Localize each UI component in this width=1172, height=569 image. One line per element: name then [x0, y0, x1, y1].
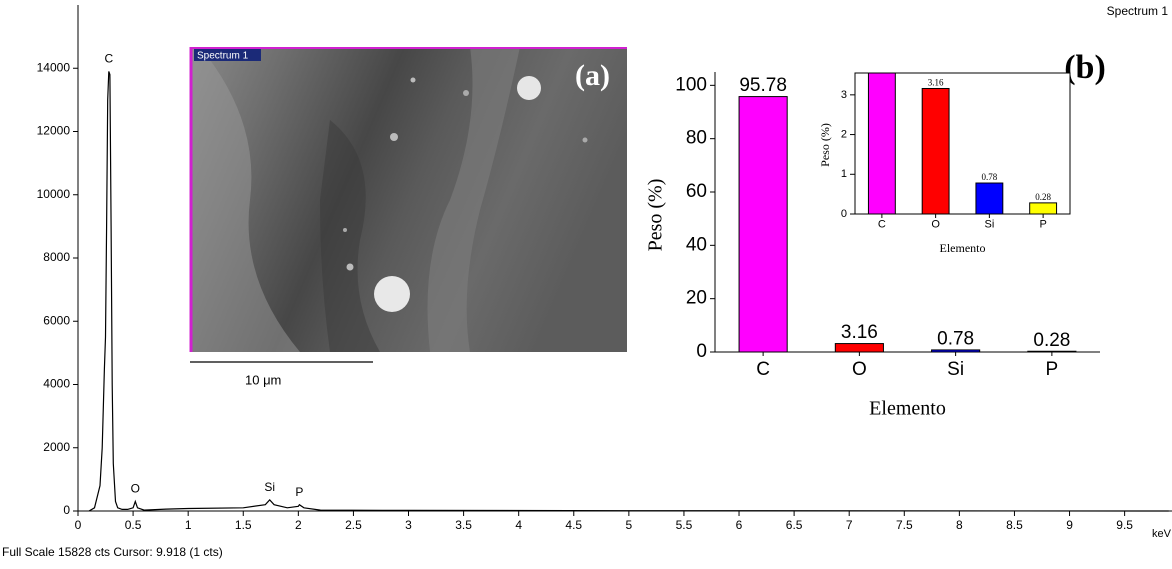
figure: Spectrum 1 (a) 10 μm 0200040006000800010… [0, 0, 1172, 569]
inset-bar-chart: C 3.16 O 0.78 Si 0.28 P 0 1 2 3 Peso (%) Elemento [818, 0, 1070, 255]
y-tick-label: 0 [696, 341, 707, 362]
x-axis-label: Elemento [940, 241, 986, 255]
x-tick-label: 1.5 [235, 518, 252, 532]
bar [976, 183, 1003, 214]
y-tick-label: 0 [63, 503, 70, 517]
x-tick-label: C [756, 359, 770, 380]
y-tick-label: 1 [841, 168, 847, 180]
x-tick-label: 5.5 [676, 518, 693, 532]
x-tick-label: 0.5 [125, 518, 142, 532]
x-tick-label: 3.5 [455, 518, 472, 532]
peak-label: O [131, 482, 140, 496]
x-tick-label: 9.5 [1116, 518, 1133, 532]
x-tick-label: 2 [295, 518, 302, 532]
image-label: (a) [575, 59, 610, 92]
y-tick-label: 2 [841, 128, 847, 140]
x-tick-label: O [931, 218, 940, 230]
x-axis-label: Elemento [869, 398, 946, 420]
x-tick-label: Si [947, 359, 964, 380]
x-tick-label: 4 [515, 518, 522, 532]
x-tick-label: 6.5 [786, 518, 803, 532]
spectrum-title: Spectrum 1 [1107, 4, 1169, 18]
value-label: 3.16 [841, 322, 878, 343]
peak-label: Si [264, 480, 275, 494]
y-tick-label: 4000 [43, 377, 70, 391]
value-label: 0.28 [1035, 192, 1051, 202]
bar [868, 0, 895, 214]
y-tick-label: 10000 [37, 187, 71, 201]
x-tick-label: 8.5 [1006, 518, 1023, 532]
x-tick-label: 7 [846, 518, 853, 532]
x-axis-label: keV [1152, 528, 1172, 540]
y-tick-label: 0 [841, 208, 847, 220]
peak-label: P [295, 485, 303, 499]
value-label: 0.78 [937, 328, 974, 349]
y-tick-label: 100 [675, 74, 707, 95]
y-tick-label: 2000 [43, 440, 70, 454]
x-tick-label: 8 [956, 518, 963, 532]
x-tick-label: P [1039, 218, 1046, 230]
x-tick-label: 2.5 [345, 518, 362, 532]
x-tick-label: 6 [736, 518, 743, 532]
micrograph: Spectrum 1 (a) 10 μm [190, 47, 627, 387]
y-tick-label: 20 [686, 288, 707, 309]
y-axis-label: Peso (%) [645, 179, 667, 252]
bar [835, 344, 883, 352]
value-label: 0.78 [982, 172, 998, 182]
x-tick-label: Si [984, 218, 994, 230]
x-tick-label: 3 [405, 518, 412, 532]
x-tick-label: O [852, 359, 867, 380]
footer: Full Scale 15828 cts Cursor: 9.918 (1 ct… [2, 545, 223, 559]
x-tick-label: 7.5 [896, 518, 913, 532]
y-tick-label: 6000 [43, 313, 70, 327]
value-label: 95.78 [739, 75, 787, 96]
x-tick-label: 4.5 [565, 518, 582, 532]
value-label: 3.16 [928, 78, 944, 88]
page: Spectrum 1 (a) 10 μm 0200040006000800010… [0, 0, 1172, 569]
y-tick-label: 80 [686, 128, 707, 149]
scale-bar-label: 10 μm [245, 372, 281, 387]
y-tick-label: 12000 [37, 124, 71, 138]
x-tick-label: 0 [75, 518, 82, 532]
y-tick-label: 40 [686, 234, 707, 255]
x-tick-label: 9 [1066, 518, 1073, 532]
y-axis-label: Peso (%) [818, 123, 832, 167]
y-tick-label: 14000 [37, 60, 71, 74]
x-tick-label: C [878, 218, 886, 230]
x-tick-label: P [1046, 359, 1059, 380]
y-tick-label: 60 [686, 181, 707, 202]
x-tick-label: 1 [185, 518, 192, 532]
peak-label: C [105, 52, 114, 66]
bar [922, 88, 949, 214]
bar [1030, 203, 1057, 214]
x-tick-label: 5 [626, 518, 633, 532]
value-label: 0.28 [1033, 330, 1070, 351]
y-tick-label: 3 [841, 89, 847, 101]
y-tick-label: 8000 [43, 250, 70, 264]
bar [739, 97, 787, 352]
image-tag: Spectrum 1 [197, 51, 249, 62]
